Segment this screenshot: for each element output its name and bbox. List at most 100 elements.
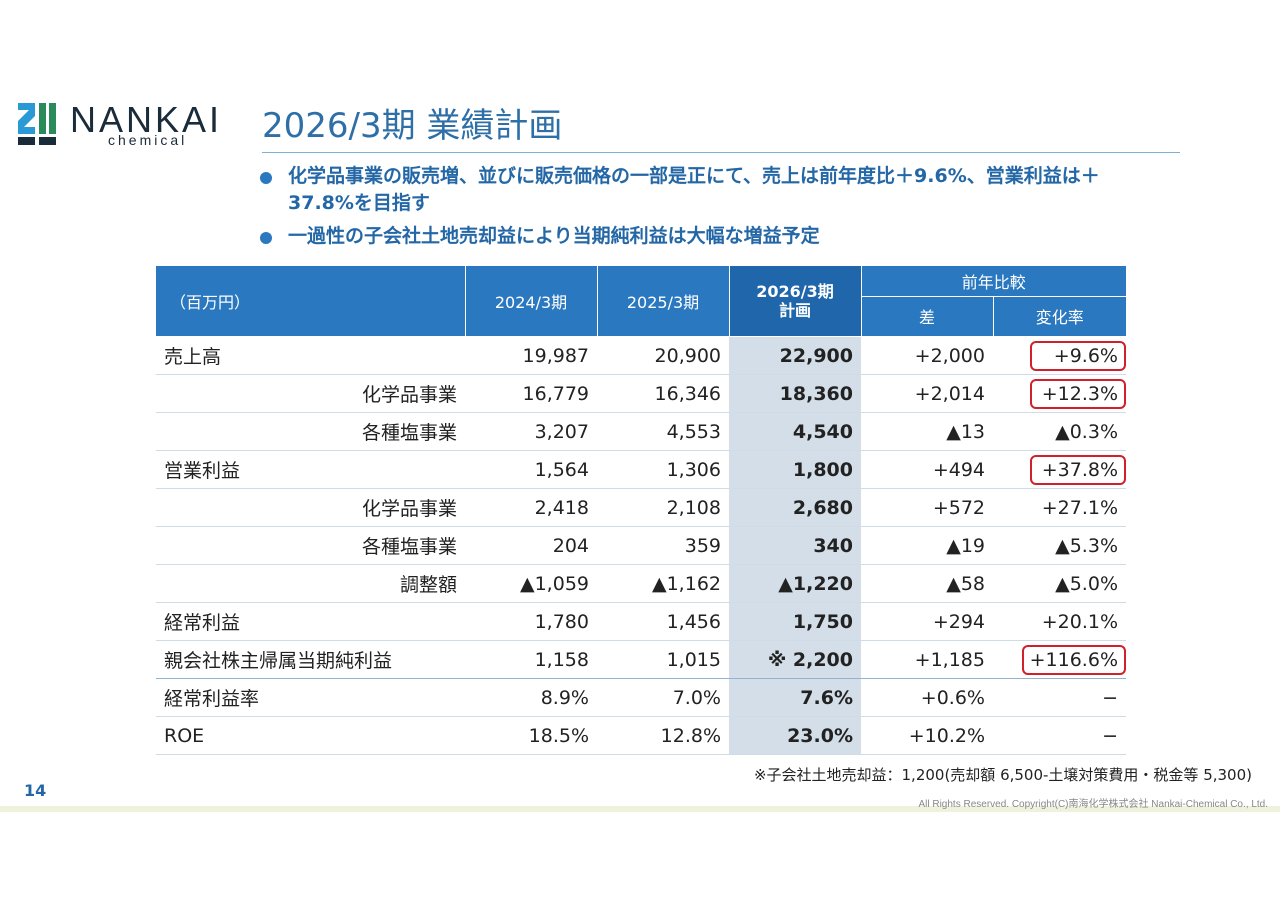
page-number: 14: [24, 781, 47, 800]
row-label: 営業利益: [156, 450, 465, 489]
value-plan: 1,800: [729, 450, 861, 489]
logo-name: NANKAI: [70, 99, 223, 140]
value-2025: 20,900: [597, 336, 729, 375]
table-row: 各種塩事業 3,207 4,553 4,540 ▲13 ▲0.3%: [156, 412, 1126, 451]
value-plan: 22,900: [729, 336, 861, 375]
value-2025: ▲1,162: [597, 564, 729, 603]
footer-band: [0, 806, 1280, 812]
value-2025: 1,306: [597, 450, 729, 489]
value-2025: 4,553: [597, 412, 729, 451]
highlight-box: +116.6%: [1021, 644, 1126, 675]
header-compare: 前年比較: [861, 266, 1126, 297]
table-row: 各種塩事業 204 359 340 ▲19 ▲5.3%: [156, 526, 1126, 565]
title-divider: [262, 152, 1180, 153]
value-2024: 3,207: [465, 412, 597, 451]
value-2024: 1,564: [465, 450, 597, 489]
value-plan: 1,750: [729, 602, 861, 641]
value-rate: +9.6%: [993, 336, 1126, 375]
table-row: 経常利益 1,780 1,456 1,750 +294 +20.1%: [156, 602, 1126, 641]
value-diff: +2,000: [861, 336, 993, 375]
value-rate: +37.8%: [993, 450, 1126, 489]
performance-plan-table: （百万円） 2024/3期 2025/3期 2026/3期 計画 前年比較 差 …: [156, 266, 1126, 755]
value-2025: 359: [597, 526, 729, 565]
value-diff: ▲19: [861, 526, 993, 565]
value-plan: 18,360: [729, 374, 861, 413]
value-diff: +1,185: [861, 640, 993, 679]
value-2025: 7.0%: [597, 678, 729, 717]
value-rate: ▲5.3%: [993, 526, 1126, 565]
header-rate: 変化率: [993, 296, 1126, 338]
table-row: 化学品事業 16,779 16,346 18,360 +2,014 +12.3%: [156, 374, 1126, 413]
row-label: 経常利益率: [156, 678, 465, 717]
row-label: ROE: [156, 716, 465, 755]
row-label: 化学品事業: [156, 488, 465, 527]
value-plan: 2,680: [729, 488, 861, 527]
value-2024: 1,158: [465, 640, 597, 679]
bullet-text: 一過性の子会社土地売却益により当期純利益は大幅な増益予定: [288, 225, 820, 247]
value-diff: +10.2%: [861, 716, 993, 755]
value-rate: +116.6%: [993, 640, 1126, 679]
highlight-box: +37.8%: [1030, 454, 1126, 485]
row-label: 各種塩事業: [156, 526, 465, 565]
header-plan: 2026/3期 計画: [729, 266, 862, 337]
value-2024: 8.9%: [465, 678, 597, 717]
value-plan: ▲1,220: [729, 564, 861, 603]
value-2024: 204: [465, 526, 597, 565]
value-rate: ▲5.0%: [993, 564, 1126, 603]
header-diff: 差: [861, 296, 994, 338]
value-rate: −: [993, 678, 1126, 717]
row-label: 化学品事業: [156, 374, 465, 413]
value-2024: 2,418: [465, 488, 597, 527]
table-row: 化学品事業 2,418 2,108 2,680 +572 +27.1%: [156, 488, 1126, 527]
table-row: 調整額 ▲1,059 ▲1,162 ▲1,220 ▲58 ▲5.0%: [156, 564, 1126, 603]
header-unit: （百万円）: [156, 266, 466, 337]
header-plan-line2: 計画: [778, 301, 811, 320]
table-row: 売上高 19,987 20,900 22,900 +2,000 +9.6%: [156, 336, 1126, 375]
value-rate: ▲0.3%: [993, 412, 1126, 451]
value-plan: 340: [729, 526, 861, 565]
value-diff: ▲58: [861, 564, 993, 603]
value-diff: +0.6%: [861, 678, 993, 717]
header-plan-line1: 2026/3期: [756, 282, 834, 301]
row-label: 調整額: [156, 564, 465, 603]
row-label: 親会社株主帰属当期純利益: [156, 640, 465, 679]
page-title: 2026/3期 業績計画: [262, 106, 563, 146]
highlight-box: +9.6%: [1030, 340, 1126, 371]
bullet-dot-icon: [260, 232, 272, 244]
row-label: 経常利益: [156, 602, 465, 641]
value-2024: 19,987: [465, 336, 597, 375]
footnote: ※子会社土地売却益：1,200(売却額 6,500-土壌対策費用・税金等 5,3…: [753, 766, 1252, 784]
value-2024: 1,780: [465, 602, 597, 641]
value-diff: +494: [861, 450, 993, 489]
value-2025: 2,108: [597, 488, 729, 527]
value-2025: 1,456: [597, 602, 729, 641]
value-plan: 4,540: [729, 412, 861, 451]
table-row: 経常利益率 8.9% 7.0% 7.6% +0.6% −: [156, 678, 1126, 717]
table-row: 親会社株主帰属当期純利益 1,158 1,015 ※ 2,200 +1,185 +116.…: [156, 640, 1126, 679]
table-row: ROE 18.5% 12.8% 23.0% +10.2% −: [156, 716, 1126, 755]
value-diff: +2,014: [861, 374, 993, 413]
header-2024: 2024/3期: [465, 266, 598, 337]
value-diff: ▲13: [861, 412, 993, 451]
table-row: 営業利益 1,564 1,306 1,800 +494 +37.8%: [156, 450, 1126, 489]
value-plan: 23.0%: [729, 716, 861, 755]
value-rate: +27.1%: [993, 488, 1126, 527]
row-label: 各種塩事業: [156, 412, 465, 451]
value-2024: ▲1,059: [465, 564, 597, 603]
table-body: 売上高 19,987 20,900 22,900 +2,000 +9.6% 化学品事業 16,…: [156, 336, 1126, 755]
bullet-item: 一過性の子会社土地売却益により当期純利益は大幅な増益予定: [258, 223, 1158, 250]
summary-bullets: 化学品事業の販売増、並びに販売価格の一部是正にて、売上は前年度比＋9.6%、営業…: [258, 163, 1158, 256]
value-rate: −: [993, 716, 1126, 755]
company-logo: NANKAI chemical: [18, 99, 228, 148]
copyright: All Rights Reserved. Copyright(C)南海化学株式会…: [918, 799, 1268, 810]
value-2024: 18.5%: [465, 716, 597, 755]
header-2025: 2025/3期: [597, 266, 730, 337]
value-rate: +20.1%: [993, 602, 1126, 641]
logo-sub: chemical: [108, 132, 188, 148]
bullet-text: 化学品事業の販売増、並びに販売価格の一部是正にて、売上は前年度比＋9.6%、営業…: [288, 165, 1100, 214]
bullet-item: 化学品事業の販売増、並びに販売価格の一部是正にて、売上は前年度比＋9.6%、営業…: [258, 163, 1158, 217]
value-diff: +572: [861, 488, 993, 527]
value-2025: 12.8%: [597, 716, 729, 755]
bullet-dot-icon: [260, 172, 272, 184]
value-2024: 16,779: [465, 374, 597, 413]
